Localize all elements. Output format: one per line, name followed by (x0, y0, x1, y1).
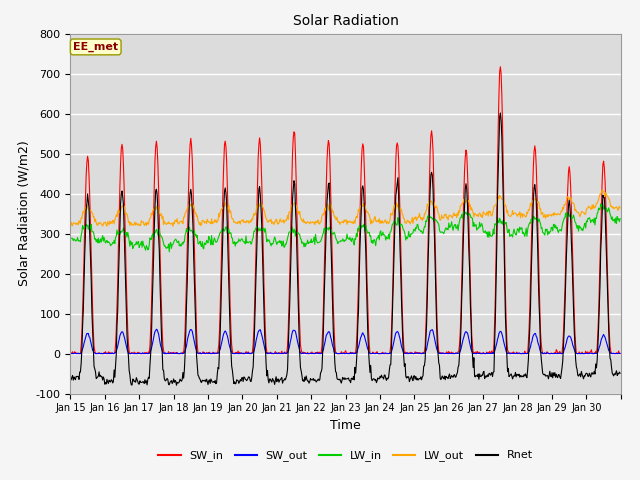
SW_in (260, 279, 268, 285)
SW_out (132, 351, 140, 357)
LW_in (131, 241, 139, 247)
LW_out (67, 220, 74, 226)
LW_in (67, 236, 74, 242)
SW_in (67, 350, 74, 356)
Title: Solar Radiation: Solar Radiation (292, 14, 399, 28)
LW_in (403, 234, 410, 240)
Rnet (433, 342, 441, 348)
SW_out (434, 349, 442, 355)
SW_in (403, 351, 410, 357)
LW_out (169, 224, 177, 229)
Y-axis label: Solar Radiation (W/m2): Solar Radiation (W/m2) (17, 141, 30, 287)
Rnet (403, 375, 410, 381)
SW_in (233, 349, 241, 355)
LW_out (260, 207, 268, 213)
Rnet (497, 110, 504, 116)
Text: EE_met: EE_met (73, 42, 118, 52)
SW_out (67, 350, 74, 356)
Rnet (616, 371, 624, 376)
LW_out (598, 187, 606, 192)
SW_out (67, 351, 75, 357)
LW_in (166, 249, 173, 255)
X-axis label: Time: Time (330, 419, 361, 432)
SW_in (67, 351, 75, 357)
SW_in (132, 350, 140, 356)
Line: Rnet: Rnet (70, 113, 620, 385)
LW_in (281, 244, 289, 250)
LW_in (597, 201, 605, 207)
LW_in (433, 219, 441, 225)
Rnet (67, 374, 74, 380)
SW_out (234, 351, 241, 357)
SW_out (152, 326, 160, 332)
LW_out (281, 218, 289, 224)
Line: SW_in: SW_in (70, 67, 620, 354)
LW_out (433, 206, 441, 212)
LW_out (233, 220, 241, 226)
SW_in (281, 349, 289, 355)
LW_out (616, 205, 624, 211)
Legend: SW_in, SW_out, LW_in, LW_out, Rnet: SW_in, SW_out, LW_in, LW_out, Rnet (154, 446, 537, 466)
SW_out (403, 350, 411, 356)
Rnet (233, 377, 241, 383)
SW_out (260, 345, 268, 351)
Rnet (173, 383, 180, 388)
Line: LW_in: LW_in (70, 204, 620, 252)
LW_out (131, 219, 139, 225)
LW_in (616, 216, 624, 222)
SW_in (616, 351, 624, 357)
SW_out (282, 350, 289, 356)
SW_in (433, 326, 441, 332)
LW_in (233, 240, 241, 246)
LW_in (260, 225, 268, 231)
Rnet (131, 378, 139, 384)
LW_out (403, 220, 410, 226)
SW_out (616, 350, 624, 356)
Rnet (260, 305, 268, 311)
Line: SW_out: SW_out (70, 329, 620, 354)
SW_in (497, 64, 504, 70)
Line: LW_out: LW_out (70, 190, 620, 227)
Rnet (281, 376, 289, 382)
